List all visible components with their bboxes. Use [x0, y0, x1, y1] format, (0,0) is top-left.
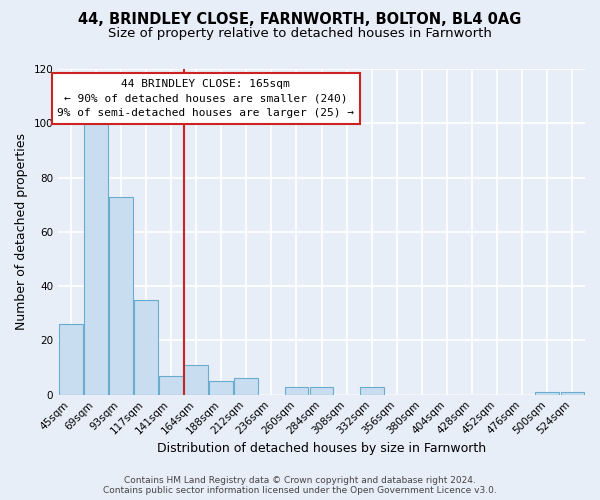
- Bar: [109, 196, 133, 394]
- Bar: [535, 392, 559, 394]
- Bar: [209, 381, 233, 394]
- Y-axis label: Number of detached properties: Number of detached properties: [15, 134, 28, 330]
- Bar: [159, 376, 183, 394]
- Bar: [284, 386, 308, 394]
- Text: Size of property relative to detached houses in Farnworth: Size of property relative to detached ho…: [108, 28, 492, 40]
- Text: Contains HM Land Registry data © Crown copyright and database right 2024.
Contai: Contains HM Land Registry data © Crown c…: [103, 476, 497, 495]
- Bar: [84, 120, 108, 394]
- Bar: [235, 378, 258, 394]
- Text: 44, BRINDLEY CLOSE, FARNWORTH, BOLTON, BL4 0AG: 44, BRINDLEY CLOSE, FARNWORTH, BOLTON, B…: [79, 12, 521, 28]
- Bar: [310, 386, 334, 394]
- Bar: [59, 324, 83, 394]
- Bar: [134, 300, 158, 394]
- Text: 44 BRINDLEY CLOSE: 165sqm
← 90% of detached houses are smaller (240)
9% of semi-: 44 BRINDLEY CLOSE: 165sqm ← 90% of detac…: [57, 79, 354, 118]
- Bar: [360, 386, 383, 394]
- Bar: [184, 365, 208, 394]
- Bar: [560, 392, 584, 394]
- X-axis label: Distribution of detached houses by size in Farnworth: Distribution of detached houses by size …: [157, 442, 486, 455]
